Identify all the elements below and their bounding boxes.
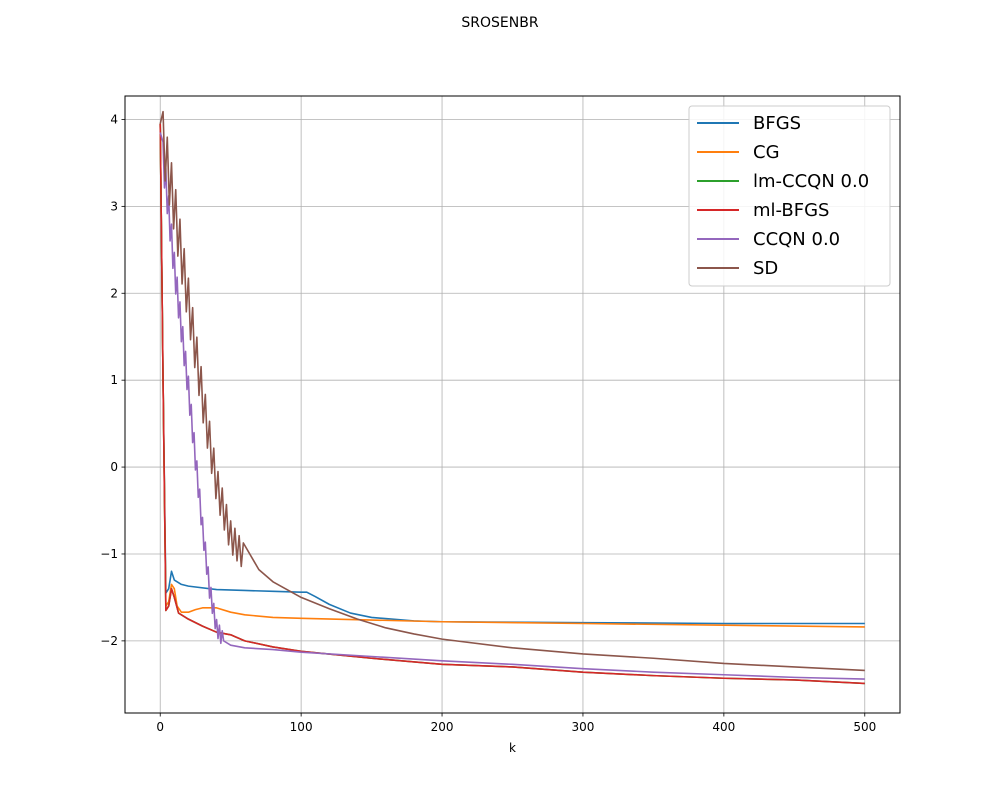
x-tick-label: 0 [156, 720, 164, 734]
x-tick-label: 400 [712, 720, 735, 734]
axes: 0 100 200 300 400 500 −2 −1 0 1 2 3 4 [100, 112, 876, 734]
legend-label: BFGS [753, 113, 801, 134]
x-axis-label: k [509, 741, 516, 755]
legend-label: ml-BFGS [753, 200, 829, 221]
legend: BFGS CG lm-CCQN 0.0 ml-BFGS CCQN 0.0 SD [688, 105, 891, 287]
series-line-4 [159, 132, 865, 680]
legend-label: lm-CCQN 0.0 [753, 171, 869, 192]
legend-box [688, 105, 891, 287]
y-tick-label: 4 [110, 112, 118, 126]
series-line-3 [159, 123, 865, 685]
y-tick-label: −1 [100, 547, 118, 561]
series-layer [159, 110, 865, 685]
chart-title: SROSENBR [461, 15, 538, 31]
x-tick-label: 200 [431, 720, 454, 734]
y-tick-label: −2 [100, 634, 118, 648]
x-tick-label: 100 [290, 720, 313, 734]
legend-label: SD [753, 258, 778, 279]
series-line-5 [159, 110, 865, 672]
y-tick-label: 3 [110, 199, 118, 213]
legend-label: CCQN 0.0 [753, 229, 840, 250]
grid [125, 96, 900, 713]
legend-label: CG [753, 142, 780, 163]
y-tick-label: 1 [110, 373, 118, 387]
x-tick-label: 500 [853, 720, 876, 734]
y-tick-label: 2 [110, 286, 118, 300]
plot-frame [124, 95, 901, 714]
y-tick-label: 0 [110, 460, 118, 474]
x-tick-label: 300 [572, 720, 595, 734]
